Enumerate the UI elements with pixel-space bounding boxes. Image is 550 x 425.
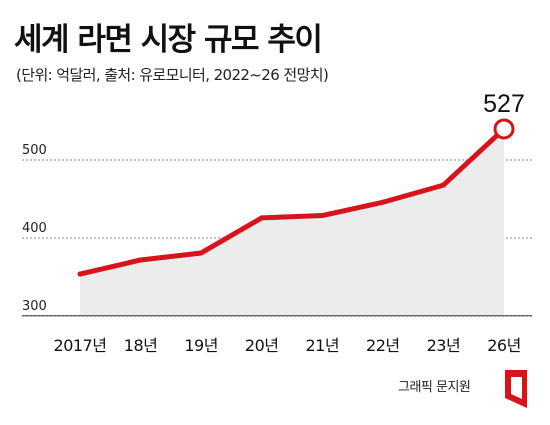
y-tick-label: 500: [22, 143, 47, 158]
series-line: [77, 126, 507, 277]
data-point-5: [380, 199, 386, 205]
x-tick-label: 26년: [487, 336, 521, 355]
data-point-1: [138, 257, 144, 263]
data-point-2: [198, 250, 204, 256]
data-point-0: [77, 271, 83, 277]
area-fill: [80, 128, 504, 316]
y-tick-label: 400: [22, 221, 47, 236]
x-tick-label: 19년: [184, 336, 218, 355]
x-tick-label: 23년: [427, 336, 461, 355]
data-point-4: [319, 213, 325, 219]
newspaper-logo-icon: [505, 370, 527, 408]
graphic-credit: 그래픽 문지원: [398, 380, 471, 395]
y-tick-label: 300: [22, 299, 47, 314]
x-tick-label: 18년: [124, 336, 158, 355]
highlight-value-label: 527: [483, 90, 525, 118]
x-tick-label: 2017년: [54, 336, 107, 355]
x-tick-label: 22년: [366, 336, 400, 355]
x-tick-label: 20년: [245, 336, 279, 355]
x-tick-label: 21년: [305, 336, 339, 355]
highlight-marker: [493, 118, 515, 140]
chart-title: 세계 라면 시장 규모 추이: [14, 22, 323, 58]
data-point-6: [440, 182, 446, 188]
data-point-3: [259, 215, 265, 221]
chart-subtitle: (단위: 억달러, 출처: 유로모니터, 2022~26 전망치): [16, 66, 329, 84]
